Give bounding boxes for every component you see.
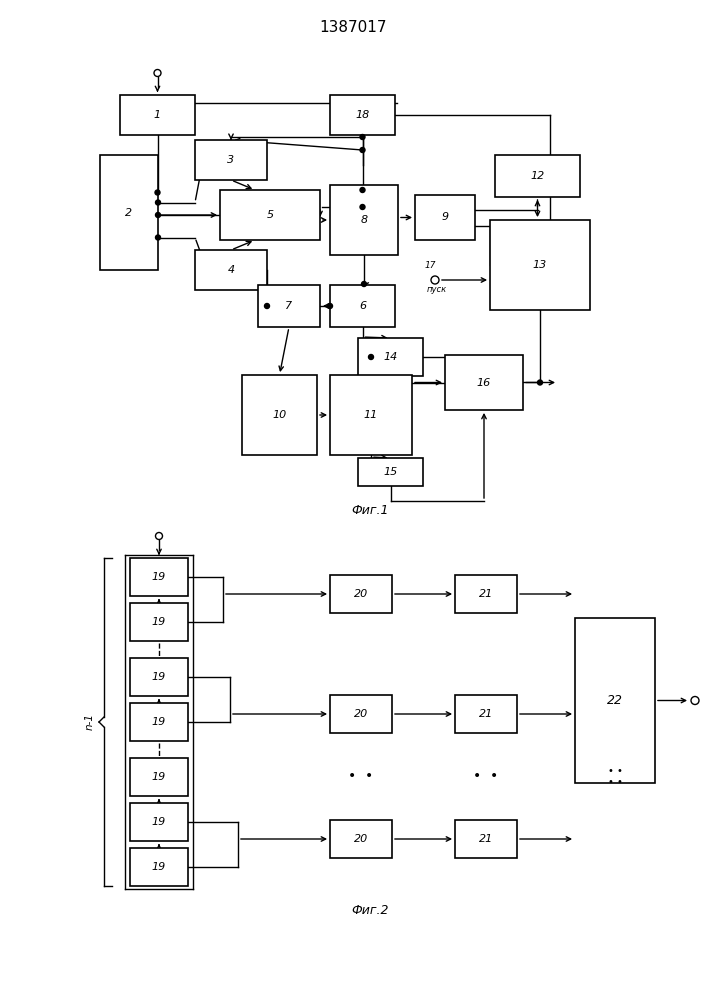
Text: 3: 3 [228, 155, 235, 165]
Bar [330, 185, 398, 255]
Bar [330, 285, 395, 327]
Bar [575, 618, 655, 783]
Text: 17: 17 [424, 261, 436, 270]
Circle shape [360, 188, 365, 192]
Text: 19: 19 [152, 672, 166, 682]
Text: 21: 21 [479, 589, 493, 599]
Bar [330, 695, 392, 733]
Text: 12: 12 [530, 171, 544, 181]
Text: 19: 19 [152, 862, 166, 872]
Bar [258, 285, 320, 327]
Text: 20: 20 [354, 834, 368, 844]
Text: 21: 21 [479, 834, 493, 844]
Bar [130, 803, 188, 841]
Circle shape [155, 190, 160, 195]
Bar [195, 250, 267, 290]
Text: 9: 9 [441, 213, 448, 223]
Text: 20: 20 [354, 589, 368, 599]
Bar [455, 695, 517, 733]
Text: 11: 11 [364, 410, 378, 420]
Circle shape [264, 304, 269, 308]
Text: 1: 1 [154, 110, 161, 120]
Circle shape [360, 134, 365, 139]
Text: 4: 4 [228, 265, 235, 275]
Text: Фиг.1: Фиг.1 [351, 504, 389, 516]
Text: 15: 15 [383, 467, 397, 477]
Bar [455, 820, 517, 858]
Text: 19: 19 [152, 572, 166, 582]
Text: 21: 21 [479, 709, 493, 719]
Bar [495, 155, 580, 197]
Circle shape [156, 235, 160, 240]
Bar [330, 575, 392, 613]
Text: 20: 20 [354, 709, 368, 719]
Text: 16: 16 [477, 377, 491, 387]
Circle shape [156, 213, 160, 218]
Text: 8: 8 [361, 215, 368, 225]
Circle shape [368, 355, 373, 360]
Text: пуск: пуск [427, 285, 447, 294]
Circle shape [327, 304, 332, 308]
Text: 19: 19 [152, 772, 166, 782]
Circle shape [361, 282, 366, 286]
Bar [358, 338, 423, 376]
Text: •  •: • • [474, 770, 498, 784]
Bar [330, 95, 395, 135]
Bar [130, 758, 188, 796]
Text: 2: 2 [125, 208, 133, 218]
Text: 19: 19 [152, 717, 166, 727]
Bar [120, 95, 195, 135]
Text: 22: 22 [607, 694, 623, 707]
Text: 5: 5 [267, 210, 274, 220]
Text: 6: 6 [359, 301, 366, 311]
Bar [330, 375, 412, 455]
Bar [415, 195, 475, 240]
Text: •  •: • • [349, 770, 373, 784]
Text: n-1: n-1 [85, 714, 95, 730]
Bar [130, 703, 188, 741]
Text: 13: 13 [533, 260, 547, 270]
Bar [330, 820, 392, 858]
Bar [195, 140, 267, 180]
Circle shape [156, 200, 160, 205]
Bar [358, 458, 423, 486]
Circle shape [360, 205, 365, 210]
Bar [130, 848, 188, 886]
Text: 1387017: 1387017 [320, 20, 387, 35]
Bar [490, 220, 590, 310]
Text: 7: 7 [286, 301, 293, 311]
Bar [130, 658, 188, 696]
Bar [130, 603, 188, 641]
Circle shape [360, 147, 365, 152]
Circle shape [537, 380, 542, 385]
Bar [445, 355, 523, 410]
Bar [242, 375, 317, 455]
Bar [100, 155, 158, 270]
Bar [455, 575, 517, 613]
Text: Фиг.2: Фиг.2 [351, 904, 389, 916]
Text: 18: 18 [356, 110, 370, 120]
Text: 19: 19 [152, 617, 166, 627]
Text: 10: 10 [272, 410, 286, 420]
Text: 19: 19 [152, 817, 166, 827]
Text: 14: 14 [383, 352, 397, 362]
Text: • •
• •: • • • • [607, 766, 622, 787]
Bar [220, 190, 320, 240]
Bar [130, 558, 188, 596]
